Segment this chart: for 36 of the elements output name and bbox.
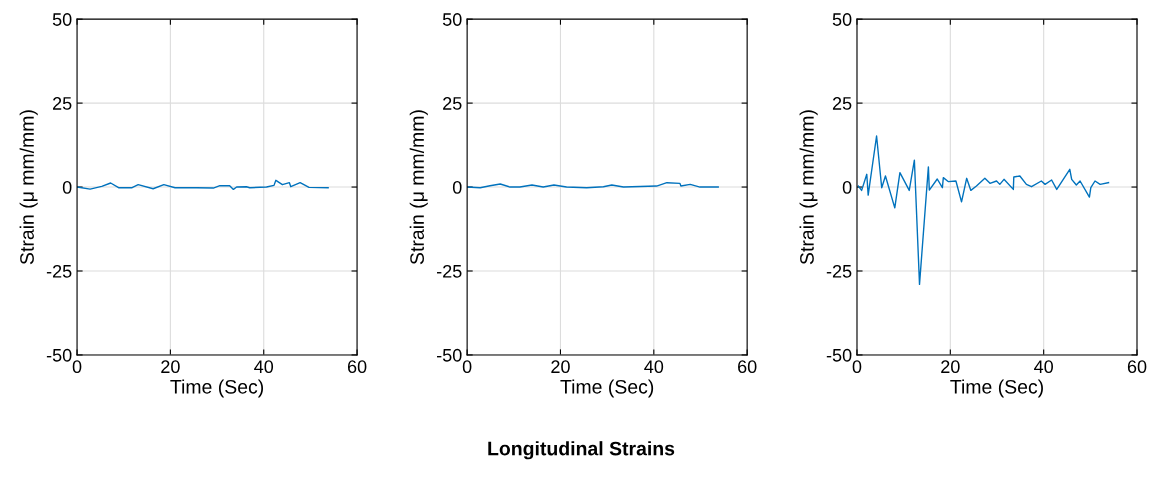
y-tick-label: 50 bbox=[52, 13, 72, 26]
y-tick-label: -25 bbox=[826, 264, 852, 278]
x-tick-label: 20 bbox=[551, 360, 570, 374]
y-tick-label: 0 bbox=[842, 180, 852, 194]
y-tick-label: 0 bbox=[62, 180, 72, 194]
x-tick-label: 60 bbox=[347, 360, 367, 374]
y-axis-title: Strain (μ mm/mm) bbox=[19, 110, 38, 265]
line-series bbox=[77, 179, 329, 191]
x-tick-label: 40 bbox=[1034, 360, 1054, 374]
y-axis-title: Strain (μ mm/mm) bbox=[799, 110, 818, 265]
x-tick-label: 60 bbox=[1127, 360, 1147, 374]
y-tick-label: -50 bbox=[46, 348, 72, 362]
x-tick-label: 60 bbox=[738, 360, 757, 374]
line-series bbox=[857, 135, 1110, 286]
y-tick-label: -25 bbox=[46, 264, 72, 278]
y-tick-label: 25 bbox=[832, 97, 852, 110]
y-tick-label: 25 bbox=[443, 97, 462, 110]
y-tick-label: 0 bbox=[452, 180, 462, 194]
text: Longitudinal Strains bbox=[488, 441, 675, 460]
y-tick-label: -50 bbox=[436, 348, 462, 362]
y-axis-title: Strain (μ mm/mm) bbox=[409, 110, 428, 265]
x-axis-title: Time (Sec) bbox=[170, 379, 264, 398]
x-tick-label: 20 bbox=[941, 360, 960, 374]
y-tick-label: -50 bbox=[826, 348, 852, 362]
x-tick-label: 0 bbox=[462, 360, 472, 374]
x-tick-label: 0 bbox=[852, 360, 862, 374]
y-tick-label: -25 bbox=[436, 264, 462, 278]
x-tick-label: 40 bbox=[254, 360, 274, 374]
x-tick-label: 40 bbox=[644, 360, 664, 374]
y-tick-label: 25 bbox=[53, 97, 72, 110]
x-axis-title: Time (Sec) bbox=[560, 379, 654, 398]
x-tick-label: 0 bbox=[72, 360, 82, 374]
x-axis-title: Time (Sec) bbox=[950, 379, 1043, 398]
y-tick-label: 50 bbox=[442, 13, 462, 26]
x-tick-label: 20 bbox=[161, 360, 180, 374]
y-tick-label: 50 bbox=[832, 13, 852, 26]
